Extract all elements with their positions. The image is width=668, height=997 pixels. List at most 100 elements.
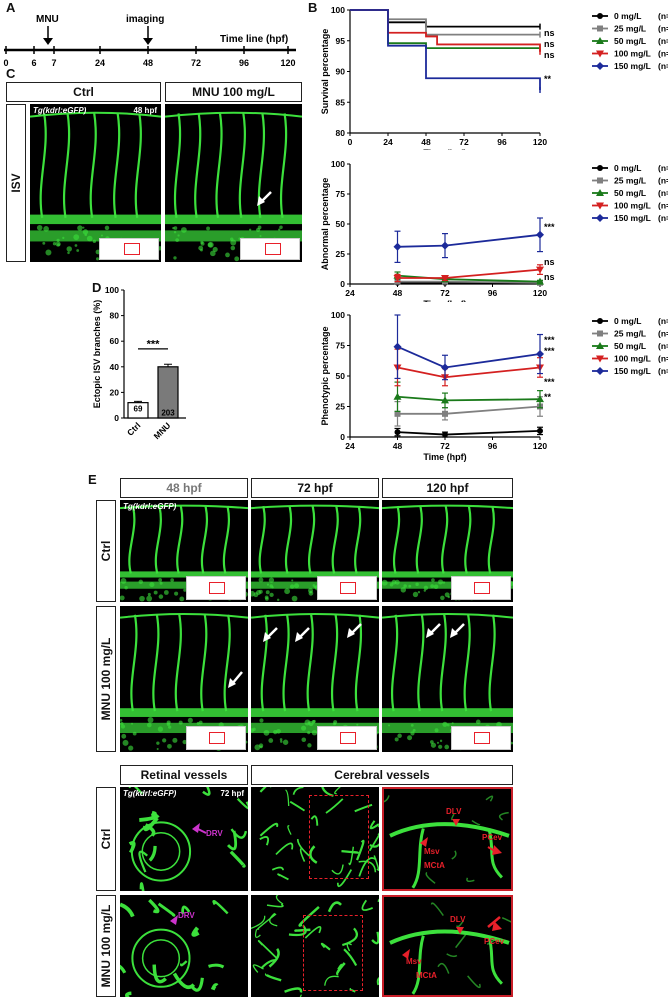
- c-row-isv: ISV: [6, 104, 26, 262]
- cerebral-vessel: [342, 927, 358, 947]
- marker: [441, 275, 449, 282]
- legend-label: 50 mg/L: [614, 341, 646, 351]
- vessel-speck: [268, 577, 275, 583]
- vessel-speck: [121, 733, 127, 739]
- vessel-speck: [177, 234, 180, 237]
- cerebral-vessel: [264, 973, 282, 982]
- cerebral-vessel: [310, 815, 319, 826]
- minor-vessel: [467, 975, 481, 989]
- marker: [536, 350, 544, 359]
- vessel-speck: [170, 578, 175, 582]
- y-axis-title: Phenotypic percentage: [320, 326, 330, 425]
- cerebral-vessel: [277, 873, 289, 881]
- panel-label-a: A: [6, 0, 16, 15]
- legend-n: (n=125): [658, 354, 668, 364]
- timeline-tick-label: 72: [191, 58, 201, 68]
- vessel-speck: [120, 722, 124, 726]
- cerebral-vessel: [376, 977, 379, 986]
- vessel-speck: [263, 729, 270, 736]
- dorsal-aorta: [382, 571, 513, 578]
- isv-vessel: [282, 614, 290, 712]
- cerebral-vessel: [251, 915, 266, 929]
- significance-label: ns: [544, 257, 555, 267]
- legend-n: (n=104): [658, 316, 668, 326]
- bar: [127, 402, 149, 419]
- vessel-speck: [168, 725, 172, 729]
- vessel-speck: [440, 595, 445, 601]
- legend-label: 0 mg/L: [614, 316, 641, 326]
- y-tick-label: 100: [331, 5, 345, 15]
- significance-label: ns: [544, 39, 555, 49]
- e-micrograph-ctrl-48: Tg(kdrl:eGFP): [120, 500, 248, 602]
- x-tick-label: 48: [421, 137, 431, 147]
- significance-label: ***: [544, 335, 555, 345]
- vessel-speck: [36, 224, 43, 231]
- c-micrograph-mnu: [165, 104, 302, 262]
- vessel-speck: [57, 243, 61, 247]
- marker: [596, 50, 604, 58]
- x-tick-label: 48: [393, 288, 403, 298]
- vessel-speck: [400, 587, 407, 593]
- legend-n: (n=144): [658, 176, 668, 186]
- vessel-speck: [122, 739, 129, 746]
- marker: [596, 214, 604, 222]
- cerebral-vessel: [259, 787, 272, 793]
- bar-n-label: 69: [134, 404, 143, 413]
- x-axis-title: Time (hpf): [423, 299, 466, 302]
- legend-n: (n=130): [658, 36, 668, 46]
- marker: [394, 429, 401, 436]
- x-tick-label: 48: [393, 441, 403, 451]
- retinal-vessel: [138, 850, 148, 873]
- significance-label: ns: [544, 272, 555, 282]
- timeline-figure: 0 6 7 24 48 72 96 120 MNU imaging Time line (hp…: [3, 14, 296, 68]
- vessel-speck: [451, 722, 454, 725]
- x-tick-label: 72: [440, 441, 450, 451]
- vessel-speck: [259, 718, 264, 723]
- isv-vessel: [439, 614, 447, 712]
- vessel-speck: [158, 578, 163, 582]
- cerebral-vessel: [275, 895, 284, 905]
- retinal-vessel: [212, 899, 229, 915]
- retinal-vessel: [191, 926, 200, 937]
- vessel-speck: [407, 735, 413, 741]
- vessel-speck: [212, 246, 218, 253]
- vessel-speck: [156, 748, 159, 751]
- retinal-vessel: [210, 983, 219, 991]
- isv-vessel: [260, 614, 268, 712]
- marker: [393, 392, 402, 400]
- vessel-speck: [182, 739, 187, 745]
- dorsal-aorta: [251, 708, 379, 717]
- zoom-box: [309, 795, 369, 879]
- isv-vessel: [152, 614, 160, 712]
- significance-label: ***: [544, 346, 555, 356]
- vessel-speck: [96, 257, 100, 261]
- vessel-speck: [251, 590, 255, 597]
- legend-n: (n=162): [658, 49, 668, 59]
- timeline-axis-label: Time line (hpf): [220, 34, 288, 45]
- isv-vessel: [330, 614, 339, 712]
- vessel-speck: [139, 595, 145, 602]
- vessel-speck: [167, 743, 172, 749]
- marker: [442, 410, 448, 417]
- vessel-speck: [149, 582, 155, 588]
- panel-label-c: C: [6, 66, 16, 81]
- e-row-mnu: MNU 100 mg/L: [96, 606, 116, 752]
- retinal-vessel: [148, 898, 160, 914]
- vessel-speck: [173, 226, 178, 230]
- marker: [597, 330, 603, 337]
- cerebral-vessel: [369, 843, 379, 848]
- legend-label: 25 mg/L: [614, 329, 646, 339]
- vessel-speck: [45, 249, 52, 256]
- minor-vessel: [471, 819, 481, 826]
- e-col-cerebral: Cerebral vessels: [251, 765, 513, 785]
- cerebral-vessel: [369, 820, 379, 830]
- marker: [393, 242, 402, 251]
- vessel-speck: [415, 582, 419, 587]
- cerebral-vessel: [361, 899, 374, 911]
- isv-vessel: [223, 614, 231, 712]
- dorsal-aorta: [251, 571, 379, 578]
- y-tick-label: 80: [336, 128, 346, 138]
- magenta-arrow-icon: [192, 823, 207, 834]
- e-micrograph-ctrl-120: [382, 500, 513, 602]
- retinal-vessel: [125, 991, 132, 997]
